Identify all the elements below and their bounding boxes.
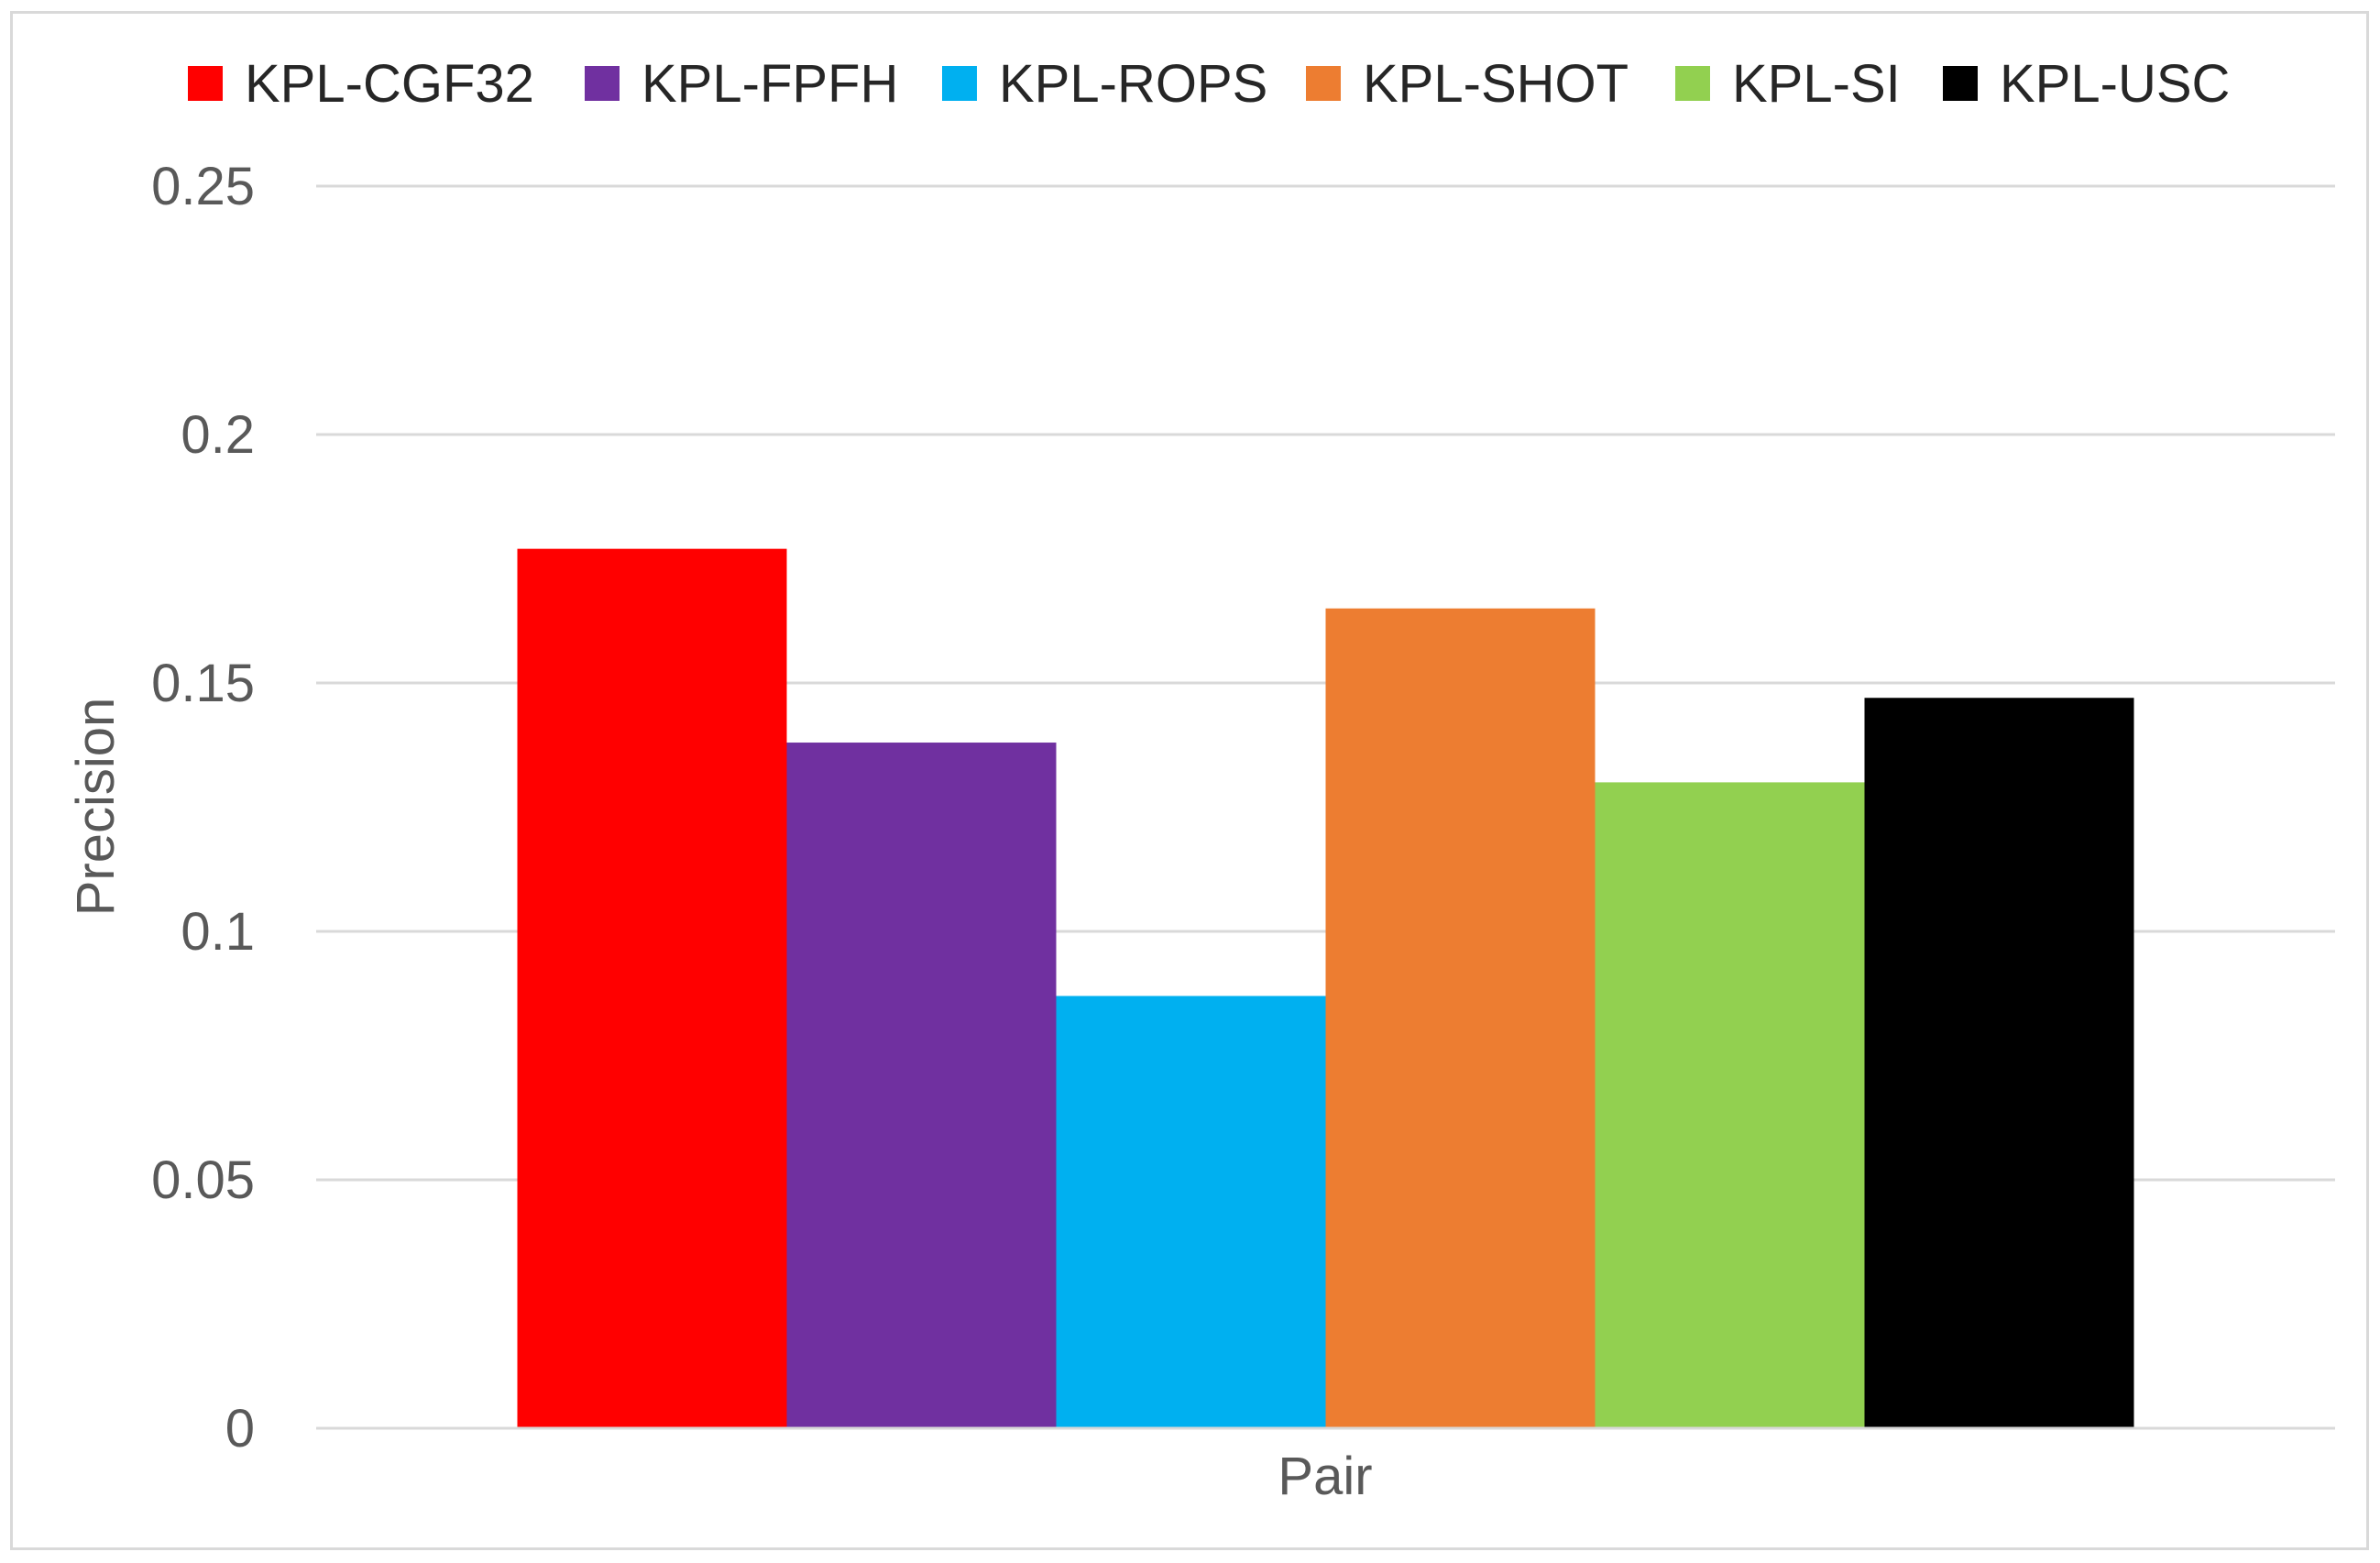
y-tick-label: 0.25 [151,157,255,216]
legend-label: KPL-SHOT [1363,54,1629,114]
legend-item: KPL-SI [1675,54,1901,114]
legend-item: KPL-CGF32 [188,54,534,114]
legend-item: KPL-FPFH [585,54,898,114]
legend: KPL-CGF32 KPL-FPFH KPL-ROPS KPL-SHOT KPL-SI K… [188,54,2230,114]
x-category-label: Pair [1278,1447,1372,1506]
legend-label: KPL-SI [1732,54,1901,114]
legend-swatch [188,66,223,101]
legend-swatch [1943,66,1978,101]
legend-swatch [1306,66,1341,101]
legend-swatch [942,66,977,101]
y-tick-label: 0.05 [151,1150,255,1210]
legend-item: KPL-ROPS [942,54,1267,114]
bar-kpl-usc [1864,698,2134,1428]
bar-kpl-shot [1325,608,1596,1428]
legend-item: KPL-SHOT [1306,54,1629,114]
bar-kpl-cgf32 [517,548,787,1428]
bar-kpl-si [1595,782,1865,1428]
bar-kpl-rops [1056,996,1326,1428]
y-axis-title: Precision [66,698,126,917]
legend-label: KPL-CGF32 [245,54,534,114]
legend-swatch [585,66,620,101]
bars [517,548,2134,1428]
legend-item: KPL-USC [1943,54,2230,114]
legend-label: KPL-FPFH [642,54,898,114]
y-tick-label: 0 [225,1399,255,1458]
bar-kpl-fpfh [786,743,1057,1428]
y-tick-label: 0.2 [181,405,255,465]
legend-label: KPL-ROPS [999,54,1267,114]
y-tick-label: 0.1 [181,902,255,962]
y-tick-label: 0.15 [151,654,255,713]
legend-label: KPL-USC [2000,54,2230,114]
legend-swatch [1675,66,1710,101]
y-axis-ticks: 0 0.05 0.1 0.15 0.2 0.25 [151,157,255,1458]
